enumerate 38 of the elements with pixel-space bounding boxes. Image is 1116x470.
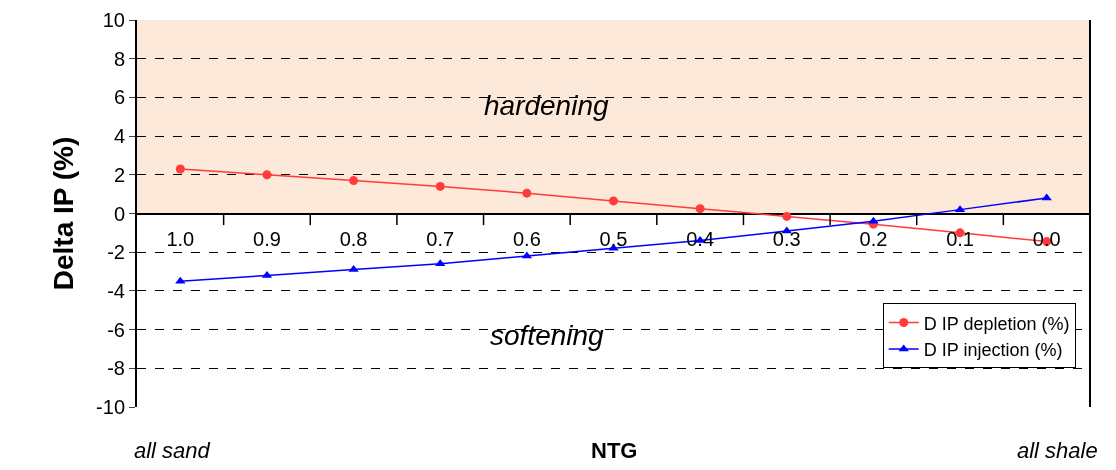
x-axis-title: NTG [591, 438, 638, 463]
x-tick-label: 0.2 [859, 227, 888, 250]
point [175, 164, 185, 174]
legend-label: D IP injection (%) [923, 339, 1063, 360]
y-axis-title: Delta IP (%) [48, 136, 80, 291]
y-tick-label: 6 [113, 86, 125, 109]
text: all sand [134, 438, 211, 463]
x-tick-label: 0.3 [772, 227, 801, 250]
point [782, 211, 792, 221]
point [435, 259, 446, 267]
y-tick-label: 4 [113, 125, 125, 148]
point [609, 196, 618, 206]
point [262, 170, 272, 180]
point [695, 204, 705, 214]
legend-label: D IP depletion (%) [923, 313, 1070, 334]
y-tick-label: 10 [102, 9, 125, 31]
annotation: hardening [484, 90, 609, 121]
x-tick-label: 0.5 [599, 227, 628, 250]
y-tick-label: -8 [107, 357, 125, 380]
y-tick-label: -6 [107, 318, 125, 341]
y-tick-label: 8 [113, 47, 125, 70]
y-tick-label: -2 [107, 241, 125, 264]
annotation: softening [490, 320, 605, 351]
y-tick-label: 2 [113, 163, 125, 186]
point [435, 181, 445, 191]
y-tick-label: -10 [96, 396, 125, 418]
point [522, 188, 532, 198]
x-tick-label: 0.9 [253, 227, 281, 250]
y-tick-label: -4 [107, 279, 125, 302]
x-tick-label: 0.7 [426, 227, 455, 250]
x-tick-label: 0.6 [512, 227, 541, 250]
point [1041, 193, 1052, 201]
point [349, 176, 359, 186]
y-tick-label: 0 [113, 202, 125, 225]
text: all shale [1017, 438, 1098, 463]
x-tick-label: 0.1 [946, 227, 974, 250]
x-tick-label: 0.8 [339, 227, 368, 250]
x-tick-label: 1.0 [166, 227, 195, 250]
